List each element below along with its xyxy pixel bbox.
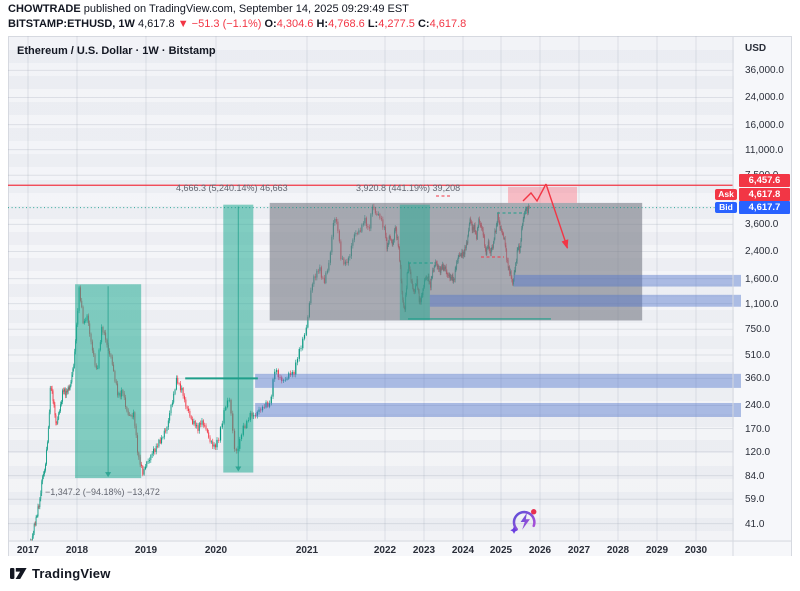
author-name: CHOWTRADE (8, 3, 81, 15)
high-value: 4,768.6 (328, 18, 365, 30)
x-axis-label: 2022 (373, 545, 397, 556)
y-axis-label: 59.0 (745, 494, 765, 506)
chart-card (8, 36, 792, 556)
symbol-name[interactable]: BITSTAMP:ETHUSD, 1W (8, 18, 135, 30)
tradingview-mark-icon (10, 568, 27, 579)
last-price: 4,617.8 (137, 18, 175, 30)
x-axis-label: 2027 (567, 545, 591, 556)
tradingview-logo-text: TradingView (32, 566, 111, 581)
ask-chip[interactable]: Ask (715, 189, 737, 200)
close-value: 4,617.8 (429, 18, 467, 30)
y-axis-label: 3,600.0 (745, 219, 779, 231)
y-axis-label: 2,400.0 (745, 246, 779, 258)
x-axis-label: 2024 (451, 545, 475, 556)
bid-chip[interactable]: Bid (715, 202, 737, 213)
price-axis[interactable] (734, 37, 791, 541)
y-axis-label: 170.0 (745, 423, 771, 435)
close-label: C: (417, 18, 430, 30)
byline: CHOWTRADE published on TradingView.com, … (8, 2, 792, 17)
x-axis-label: 2026 (528, 545, 552, 556)
x-axis-label: 2021 (295, 545, 319, 556)
open-value: 4,304.6 (276, 18, 314, 30)
y-axis-label: 1,100.0 (745, 298, 779, 310)
tradingview-logo[interactable]: TradingView (10, 566, 111, 581)
x-axis-label: 2023 (412, 545, 436, 556)
time-axis[interactable] (9, 542, 791, 556)
alert-line-price-badge: 6,457.6 (739, 174, 790, 187)
y-axis-label: 16,000.0 (745, 119, 784, 131)
x-axis-label: 2019 (134, 545, 158, 556)
ask-price-badge[interactable]: 4,617.8 (739, 188, 790, 201)
x-axis-label: 2025 (489, 545, 513, 556)
zap-watermark-icon (508, 504, 541, 537)
low-value: 4,277.5 (378, 18, 415, 30)
background-stripes (9, 37, 791, 555)
x-axis-label: 2018 (65, 545, 89, 556)
y-axis-label: 120.0 (745, 446, 771, 458)
y-axis-label: 750.0 (745, 324, 771, 336)
y-axis-label: 36,000.0 (745, 65, 784, 77)
y-axis-label: 240.0 (745, 400, 771, 412)
bid-price-badge[interactable]: 4,617.7 (739, 201, 790, 214)
y-axis-label: 1,600.0 (745, 273, 779, 285)
y-axis-label: 360.0 (745, 373, 771, 385)
high-label: H: (316, 18, 329, 30)
y-axis-label: 84.0 (745, 470, 765, 482)
x-axis-label: 2029 (645, 545, 669, 556)
y-axis-label: 41.0 (745, 518, 765, 530)
y-axis-label: 11,000.0 (745, 144, 784, 156)
x-axis-label: 2030 (684, 545, 708, 556)
y-axis-label: 24,000.0 (745, 92, 784, 104)
y-axis-label: 510.0 (745, 350, 771, 362)
chart-legend-title[interactable]: Ethereum / U.S. Dollar · 1W · Bitstamp (17, 45, 216, 57)
measure-label-1: 4,666.3 (5,240.14%) 46,663 (176, 183, 288, 193)
x-axis-label: 2017 (16, 545, 40, 556)
symbol-ohlc-line: BITSTAMP:ETHUSD, 1W 4,617.8 ▼ −51.3 (−1.… (8, 17, 792, 32)
price-change: ▼ −51.3 (−1.1%) (177, 18, 262, 30)
measure-label-2: 3,920.8 (441.19%) 39,208 (356, 183, 461, 193)
x-axis-label: 2020 (204, 545, 228, 556)
low-label: L: (367, 18, 379, 30)
measure-label-3: −1,347.2 (−94.18%) −13,472 (45, 487, 160, 497)
byline-bar: CHOWTRADE published on TradingView.com, … (8, 2, 792, 32)
axis-currency-label: USD (745, 43, 767, 54)
byline-text: published on TradingView.com, September … (80, 3, 409, 15)
open-label: O: (264, 18, 277, 30)
x-axis-label: 2028 (606, 545, 630, 556)
